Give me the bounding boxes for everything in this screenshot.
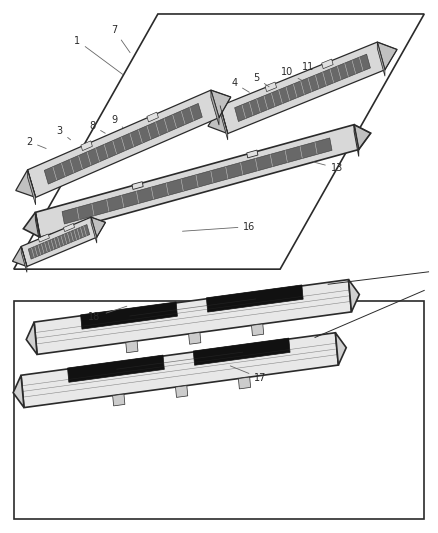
- Bar: [14, 301, 424, 519]
- Polygon shape: [189, 333, 201, 344]
- Polygon shape: [193, 338, 290, 365]
- Polygon shape: [251, 324, 264, 336]
- Polygon shape: [235, 54, 371, 122]
- Polygon shape: [39, 234, 49, 242]
- Text: 2: 2: [26, 136, 46, 149]
- Polygon shape: [113, 394, 125, 406]
- Polygon shape: [211, 90, 231, 118]
- Text: 10: 10: [281, 68, 302, 80]
- Polygon shape: [91, 217, 106, 237]
- Polygon shape: [21, 217, 97, 266]
- Polygon shape: [13, 375, 24, 408]
- Polygon shape: [35, 125, 359, 237]
- Polygon shape: [44, 103, 202, 184]
- Polygon shape: [21, 246, 27, 272]
- Polygon shape: [64, 223, 74, 232]
- Polygon shape: [34, 280, 351, 354]
- Polygon shape: [132, 182, 143, 189]
- Polygon shape: [28, 224, 90, 259]
- Polygon shape: [220, 106, 228, 140]
- Polygon shape: [349, 280, 359, 312]
- Polygon shape: [336, 333, 346, 365]
- Polygon shape: [208, 106, 228, 134]
- Text: 8: 8: [89, 120, 105, 133]
- Text: 4: 4: [231, 78, 249, 92]
- Text: 13: 13: [313, 162, 343, 173]
- Text: 3: 3: [57, 126, 71, 140]
- Polygon shape: [377, 42, 397, 70]
- Polygon shape: [265, 82, 276, 92]
- Polygon shape: [147, 112, 159, 122]
- Polygon shape: [176, 385, 188, 398]
- Text: 1: 1: [74, 36, 123, 75]
- Polygon shape: [247, 150, 258, 158]
- Text: 18: 18: [88, 306, 127, 322]
- Polygon shape: [321, 59, 333, 69]
- Polygon shape: [28, 170, 35, 205]
- Polygon shape: [354, 125, 359, 157]
- Text: 7: 7: [111, 25, 130, 53]
- Polygon shape: [23, 212, 40, 237]
- Polygon shape: [206, 285, 303, 312]
- Polygon shape: [91, 217, 97, 243]
- Polygon shape: [35, 212, 40, 244]
- Polygon shape: [377, 42, 385, 76]
- Text: 16: 16: [183, 222, 256, 232]
- Polygon shape: [126, 341, 138, 353]
- Polygon shape: [67, 355, 164, 382]
- Polygon shape: [21, 333, 339, 408]
- Text: 17: 17: [230, 366, 267, 383]
- Polygon shape: [81, 302, 177, 329]
- Polygon shape: [28, 90, 219, 197]
- Polygon shape: [14, 14, 424, 269]
- Polygon shape: [26, 322, 37, 354]
- Polygon shape: [354, 125, 371, 150]
- Polygon shape: [81, 141, 92, 151]
- Polygon shape: [220, 42, 385, 134]
- Polygon shape: [211, 90, 219, 125]
- Polygon shape: [62, 138, 332, 224]
- Polygon shape: [13, 246, 27, 266]
- Text: 9: 9: [111, 115, 123, 127]
- Text: 5: 5: [253, 73, 269, 87]
- Text: 11: 11: [302, 62, 321, 76]
- Polygon shape: [16, 170, 35, 197]
- Polygon shape: [238, 377, 251, 389]
